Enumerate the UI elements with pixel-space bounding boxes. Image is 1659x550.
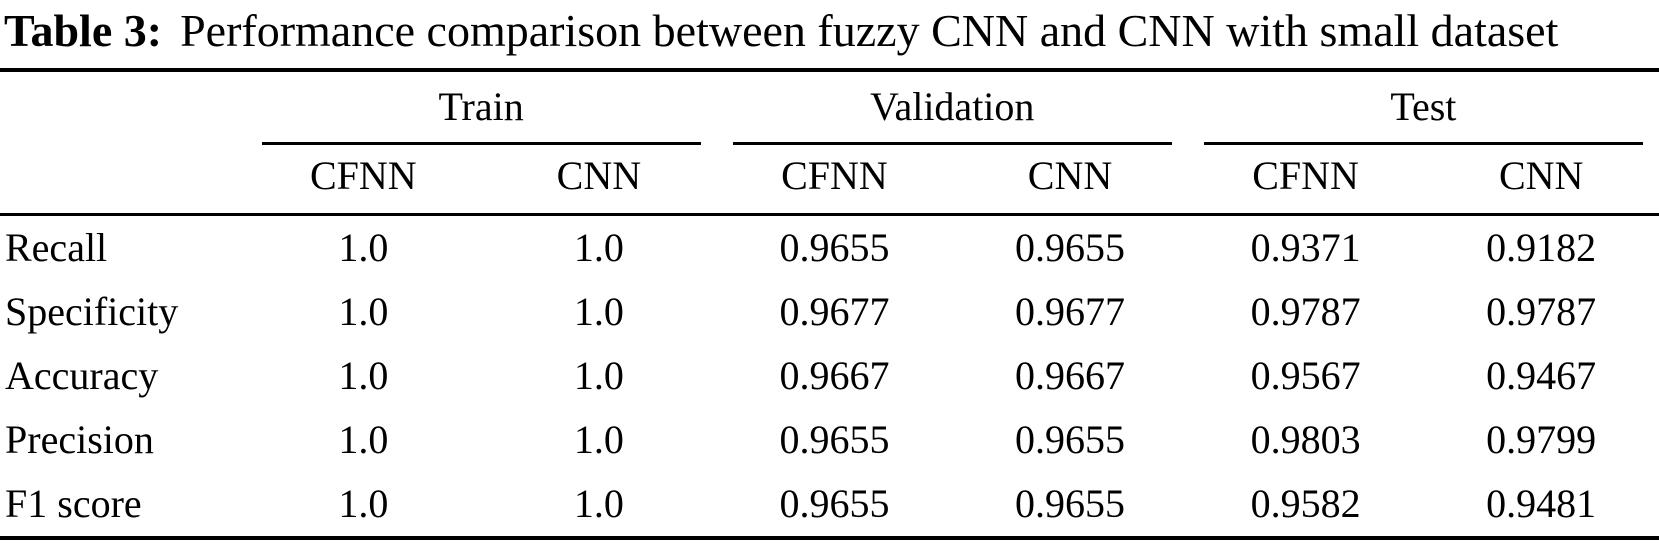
value-cell: 0.9655 xyxy=(779,481,890,526)
corner-cell xyxy=(0,145,246,216)
table-row: Accuracy 1.0 1.0 0.9667 0.9667 0.9567 0.… xyxy=(0,344,1659,408)
group-header-validation: Validation xyxy=(717,72,1188,145)
results-table: Train Validation Test CFNN CNN xyxy=(0,72,1659,536)
row-label: Recall xyxy=(5,225,108,270)
col-header: CFNN xyxy=(1187,145,1424,216)
row-label: Accuracy xyxy=(5,353,159,398)
value-cell: 0.9582 xyxy=(1250,481,1361,526)
caption-label: Table 3: xyxy=(4,5,163,56)
table-caption: Table 3: Performance comparison between f… xyxy=(0,0,1659,56)
value-cell: 0.9371 xyxy=(1250,225,1361,270)
value-cell: 0.9467 xyxy=(1486,353,1597,398)
corner-cell xyxy=(0,72,246,145)
cmidrule-validation xyxy=(732,142,1172,145)
cmidrule-train xyxy=(261,142,701,145)
value-cell: 1.0 xyxy=(338,417,389,462)
col-header: CFNN xyxy=(716,145,953,216)
row-label: Precision xyxy=(5,417,154,462)
value-cell: 0.9787 xyxy=(1250,289,1361,334)
col-header: CNN xyxy=(952,145,1188,216)
value-cell: 0.9677 xyxy=(1015,289,1125,334)
value-cell: 1.0 xyxy=(573,417,624,462)
value-cell: 0.9803 xyxy=(1250,417,1361,462)
group-header-row: Train Validation Test xyxy=(0,72,1659,145)
value-cell: 0.9667 xyxy=(779,353,890,398)
sub-header-row: CFNN CNN CFNN CNN CFNN CNN xyxy=(0,145,1659,216)
value-cell: 1.0 xyxy=(338,289,389,334)
group-label: Test xyxy=(1390,84,1457,129)
value-cell: 0.9182 xyxy=(1486,225,1597,270)
value-cell: 0.9655 xyxy=(1015,225,1125,270)
row-label: F1 score xyxy=(5,481,142,526)
value-cell: 1.0 xyxy=(573,481,624,526)
group-label: Validation xyxy=(870,84,1035,129)
value-cell: 0.9655 xyxy=(1015,481,1125,526)
value-cell: 0.9567 xyxy=(1250,353,1361,398)
value-cell: 0.9667 xyxy=(1015,353,1125,398)
table-row: Recall 1.0 1.0 0.9655 0.9655 0.9371 0.91… xyxy=(0,215,1659,281)
col-header: CFNN xyxy=(245,145,482,216)
col-header: CNN xyxy=(1423,145,1659,216)
value-cell: 0.9787 xyxy=(1486,289,1597,334)
value-cell: 1.0 xyxy=(338,225,389,270)
group-header-test: Test xyxy=(1188,72,1659,145)
table-row: F1 score 1.0 1.0 0.9655 0.9655 0.9582 0.… xyxy=(0,472,1659,536)
value-cell: 0.9655 xyxy=(1015,417,1125,462)
table-rules-frame: Train Validation Test CFNN CNN xyxy=(0,68,1659,540)
group-label: Train xyxy=(438,84,524,129)
caption-text: Performance comparison between fuzzy CNN… xyxy=(180,5,1559,56)
col-header: CNN xyxy=(481,145,717,216)
table-row: Precision 1.0 1.0 0.9655 0.9655 0.9803 0… xyxy=(0,408,1659,472)
row-label: Specificity xyxy=(5,289,179,334)
value-cell: 0.9481 xyxy=(1486,481,1597,526)
value-cell: 1.0 xyxy=(573,225,624,270)
table-row: Specificity 1.0 1.0 0.9677 0.9677 0.9787… xyxy=(0,280,1659,344)
value-cell: 1.0 xyxy=(338,481,389,526)
value-cell: 0.9655 xyxy=(779,417,890,462)
cmidrule-test xyxy=(1203,142,1643,145)
value-cell: 0.9799 xyxy=(1486,417,1597,462)
value-cell: 0.9655 xyxy=(779,225,890,270)
group-header-train: Train xyxy=(246,72,717,145)
value-cell: 0.9677 xyxy=(779,289,890,334)
value-cell: 1.0 xyxy=(338,353,389,398)
value-cell: 1.0 xyxy=(573,353,624,398)
value-cell: 1.0 xyxy=(573,289,624,334)
